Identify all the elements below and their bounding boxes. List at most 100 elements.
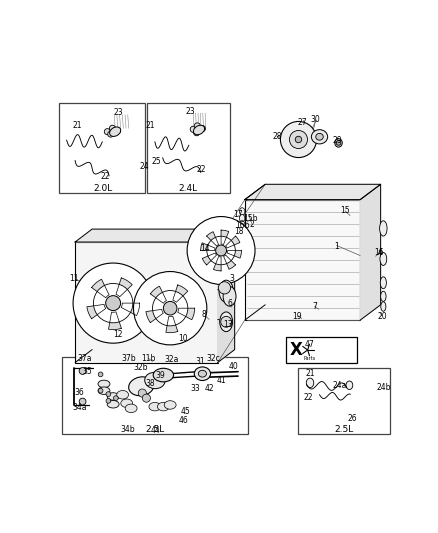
Text: 31: 31 bbox=[196, 357, 205, 366]
Text: 10: 10 bbox=[178, 334, 188, 343]
Text: 33: 33 bbox=[191, 384, 201, 393]
Circle shape bbox=[106, 296, 120, 311]
Text: 30: 30 bbox=[311, 115, 320, 124]
Text: 24: 24 bbox=[140, 162, 149, 171]
Circle shape bbox=[194, 130, 200, 136]
Text: 2.5L: 2.5L bbox=[334, 425, 353, 434]
Text: 39: 39 bbox=[156, 370, 166, 379]
Bar bbox=[75, 242, 218, 362]
Circle shape bbox=[104, 128, 110, 135]
Text: 20: 20 bbox=[377, 311, 387, 320]
Bar bbox=[298, 368, 390, 434]
Text: 11b: 11b bbox=[141, 353, 155, 362]
Text: 32b: 32b bbox=[133, 363, 148, 372]
Circle shape bbox=[79, 398, 86, 405]
Circle shape bbox=[221, 317, 232, 327]
Circle shape bbox=[98, 389, 103, 393]
Ellipse shape bbox=[157, 402, 170, 411]
Ellipse shape bbox=[145, 373, 165, 389]
Text: 2: 2 bbox=[249, 220, 254, 229]
Circle shape bbox=[207, 236, 235, 265]
Text: 47: 47 bbox=[304, 340, 314, 349]
Text: 29: 29 bbox=[332, 136, 342, 146]
Ellipse shape bbox=[198, 370, 206, 377]
Text: 15: 15 bbox=[340, 206, 350, 215]
Polygon shape bbox=[245, 184, 381, 199]
Circle shape bbox=[93, 284, 133, 323]
Polygon shape bbox=[227, 251, 241, 258]
Bar bbox=[59, 103, 145, 193]
Text: 36: 36 bbox=[74, 387, 84, 397]
Polygon shape bbox=[121, 303, 140, 316]
Polygon shape bbox=[224, 255, 236, 269]
Ellipse shape bbox=[316, 133, 323, 140]
Text: 21: 21 bbox=[72, 122, 81, 131]
Ellipse shape bbox=[110, 127, 121, 136]
Polygon shape bbox=[218, 229, 235, 362]
Circle shape bbox=[138, 389, 146, 397]
Text: 44: 44 bbox=[151, 426, 161, 435]
Text: 2.5L: 2.5L bbox=[145, 425, 164, 434]
Text: 19: 19 bbox=[292, 311, 302, 320]
Ellipse shape bbox=[129, 377, 154, 395]
Circle shape bbox=[199, 126, 205, 132]
Polygon shape bbox=[201, 243, 215, 251]
Ellipse shape bbox=[240, 221, 245, 228]
Polygon shape bbox=[360, 184, 381, 320]
Polygon shape bbox=[207, 232, 219, 246]
Ellipse shape bbox=[380, 253, 387, 265]
Ellipse shape bbox=[194, 125, 205, 135]
Text: 15b: 15b bbox=[244, 214, 258, 223]
Ellipse shape bbox=[153, 368, 173, 382]
Circle shape bbox=[106, 399, 111, 403]
Text: 6: 6 bbox=[227, 298, 232, 308]
Ellipse shape bbox=[121, 399, 133, 408]
Ellipse shape bbox=[125, 404, 137, 413]
Circle shape bbox=[114, 127, 120, 134]
Text: 23: 23 bbox=[114, 108, 124, 117]
Polygon shape bbox=[202, 253, 216, 265]
Polygon shape bbox=[109, 312, 121, 329]
Text: 24a: 24a bbox=[333, 381, 347, 390]
Polygon shape bbox=[87, 304, 106, 319]
Ellipse shape bbox=[98, 380, 110, 387]
Circle shape bbox=[142, 394, 151, 402]
Text: 13: 13 bbox=[223, 320, 233, 329]
Circle shape bbox=[215, 245, 226, 256]
Ellipse shape bbox=[194, 367, 211, 381]
Polygon shape bbox=[150, 286, 166, 303]
Circle shape bbox=[187, 216, 255, 285]
Text: 22: 22 bbox=[197, 165, 206, 174]
Ellipse shape bbox=[219, 280, 233, 302]
Text: 11: 11 bbox=[70, 274, 79, 283]
Ellipse shape bbox=[117, 391, 129, 399]
Text: 12: 12 bbox=[113, 330, 122, 339]
Text: 38: 38 bbox=[146, 379, 155, 389]
Ellipse shape bbox=[240, 214, 245, 222]
Text: 2.4L: 2.4L bbox=[179, 184, 198, 193]
Text: 1: 1 bbox=[334, 241, 339, 251]
Circle shape bbox=[290, 131, 307, 149]
Circle shape bbox=[194, 123, 200, 129]
Polygon shape bbox=[213, 256, 221, 271]
Ellipse shape bbox=[107, 400, 119, 408]
Ellipse shape bbox=[223, 286, 236, 306]
Ellipse shape bbox=[240, 228, 245, 235]
Text: Parts: Parts bbox=[304, 356, 316, 361]
Circle shape bbox=[163, 302, 177, 315]
Text: 24b: 24b bbox=[376, 383, 391, 392]
Polygon shape bbox=[221, 230, 229, 245]
Text: 21: 21 bbox=[146, 122, 155, 131]
Text: 32a: 32a bbox=[165, 354, 179, 364]
Text: 32c: 32c bbox=[207, 353, 220, 362]
Text: 16: 16 bbox=[374, 248, 384, 257]
Ellipse shape bbox=[107, 393, 119, 400]
Bar bbox=[286, 337, 357, 362]
Polygon shape bbox=[75, 229, 235, 242]
Ellipse shape bbox=[381, 302, 386, 311]
Text: 46: 46 bbox=[178, 416, 188, 425]
Circle shape bbox=[98, 372, 103, 377]
Polygon shape bbox=[226, 236, 240, 248]
Polygon shape bbox=[178, 308, 194, 320]
Text: 37a: 37a bbox=[78, 353, 92, 362]
